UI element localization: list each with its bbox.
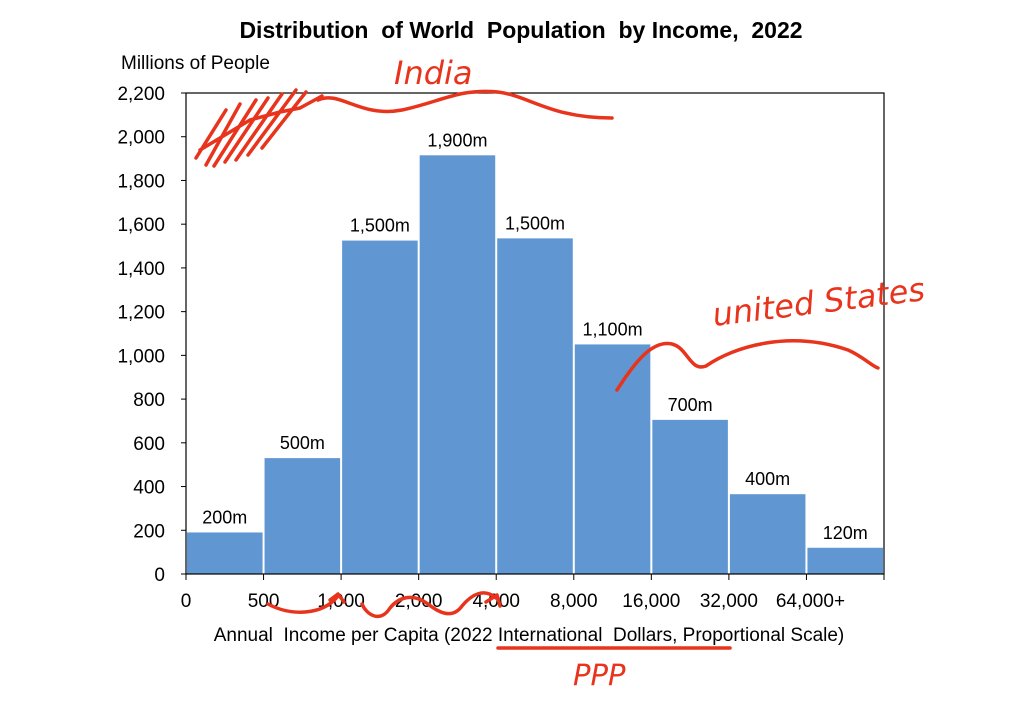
x-tick-label-2: 1,000 — [317, 591, 365, 612]
x-tick-label-5: 8,000 — [550, 591, 598, 612]
bars-group: 200m 500m 1,500m 1,900m 1,500m 1,100m 700m 400m… — [187, 130, 883, 575]
bar-label-0: 200m — [202, 507, 247, 527]
y-tick-label-2: 400 — [133, 478, 165, 499]
united-states-underline — [615, 339, 880, 392]
bar-7 — [729, 494, 806, 574]
bar-label-5: 1,100m — [583, 319, 643, 339]
bar-label-6: 700m — [668, 395, 713, 415]
bar-0 — [187, 532, 263, 574]
bar-4 — [497, 238, 573, 574]
bar-1 — [264, 458, 341, 574]
y-tick-label-11: 2,200 — [117, 84, 165, 105]
y-tick-label-5: 1,000 — [117, 346, 165, 367]
y-tick-label-6: 1,200 — [117, 303, 165, 324]
united-states-annotation: united States — [710, 270, 927, 334]
y-tick-label-3: 600 — [133, 434, 165, 455]
india-underline — [316, 89, 614, 120]
x-tick-label-6: 16,000 — [622, 591, 680, 612]
india-annotation: India — [394, 54, 473, 92]
bar-5 — [574, 344, 651, 574]
y-tick-label-1: 200 — [133, 521, 165, 542]
x-tick-label-0: 0 — [181, 591, 192, 612]
y-tick-label-9: 1,800 — [117, 171, 165, 192]
plot-frame — [185, 92, 885, 575]
x-tick-label-8: 64,000+ — [776, 591, 845, 612]
ppp-annotation: PPP — [573, 658, 626, 692]
bar-2 — [342, 240, 418, 575]
chart-title: Distribution of World Population by Inco… — [239, 17, 802, 43]
bar-8 — [807, 547, 883, 574]
x-tick-label-7: 32,000 — [700, 591, 758, 612]
y-tick-label-10: 2,000 — [117, 128, 165, 149]
bar-3 — [419, 155, 496, 574]
tick-arcs — [266, 591, 502, 619]
bar-label-7: 400m — [745, 469, 790, 489]
y-tick-label-4: 800 — [133, 390, 165, 411]
x-axis-label: Annual Income per Capita (2022 Internati… — [214, 625, 845, 646]
y-tick-label-0: 0 — [154, 565, 165, 586]
bar-6 — [652, 419, 728, 574]
y-tick-label-7: 1,400 — [117, 259, 165, 280]
bar-label-8: 120m — [823, 523, 868, 543]
bar-label-2: 1,500m — [350, 216, 410, 236]
bar-label-1: 500m — [280, 433, 325, 453]
y-tick-label-8: 1,600 — [117, 215, 165, 236]
india-scribble — [194, 88, 324, 168]
bar-label-3: 1,900m — [427, 130, 487, 150]
bar-label-4: 1,500m — [505, 213, 565, 233]
x-tick-label-4: 4,000 — [472, 591, 520, 612]
y-axis-label: Millions of People — [121, 53, 270, 74]
